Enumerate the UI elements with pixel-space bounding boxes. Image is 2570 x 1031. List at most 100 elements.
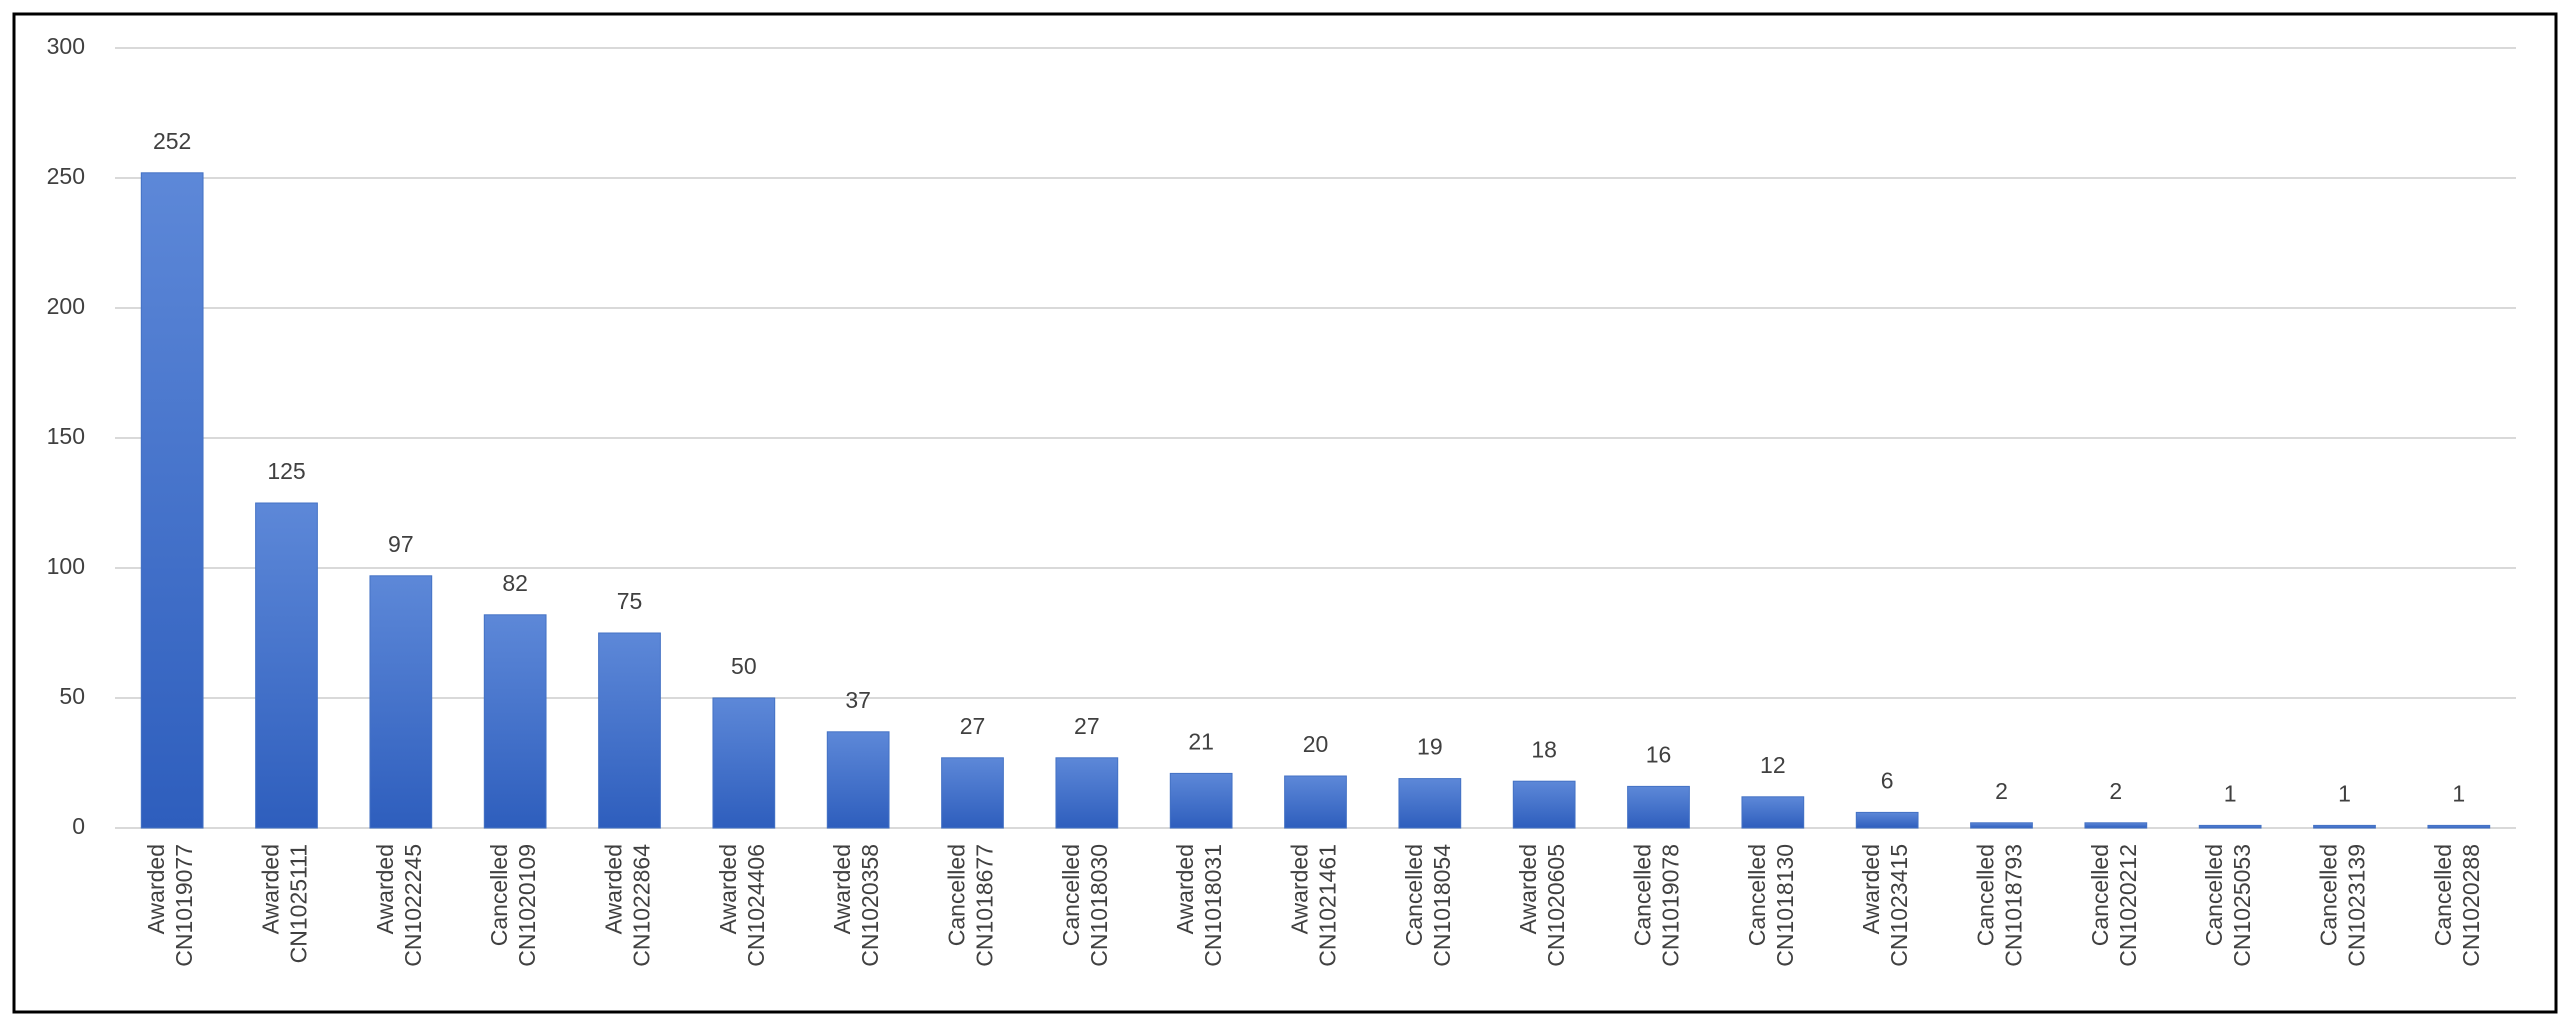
x-tick-label: Awarded CN1024406 bbox=[715, 844, 769, 967]
x-tick-label: Cancelled CN1025053 bbox=[2201, 844, 2255, 967]
x-tick-label-line: Cancelled bbox=[2430, 844, 2456, 946]
data-label: 18 bbox=[1531, 736, 1557, 762]
data-label: 82 bbox=[502, 570, 528, 596]
bar bbox=[1855, 811, 1919, 829]
x-tick-label: Cancelled CN1019078 bbox=[1630, 844, 1684, 967]
x-tick-label: Cancelled CN1018677 bbox=[944, 844, 998, 967]
x-tick-label-line: CN1018054 bbox=[1429, 844, 1455, 967]
x-tick-label-line: Cancelled bbox=[1744, 844, 1770, 946]
y-tick-label: 200 bbox=[47, 293, 85, 319]
data-label: 12 bbox=[1760, 752, 1786, 778]
bar bbox=[255, 502, 318, 829]
bar bbox=[941, 757, 1004, 829]
bar bbox=[1741, 796, 1805, 829]
data-label: 2 bbox=[2109, 778, 2122, 804]
x-tick-label-line: CN1021461 bbox=[1315, 844, 1341, 967]
y-tick-label: 250 bbox=[47, 163, 85, 189]
bar bbox=[1398, 778, 1462, 829]
x-tick-label-line: CN1025111 bbox=[286, 844, 312, 963]
x-tick-label-line: CN1022864 bbox=[629, 844, 655, 967]
x-tick-label-line: CN1025053 bbox=[2229, 844, 2255, 967]
x-tick-label: Cancelled CN1018030 bbox=[1058, 844, 1112, 967]
x-tick-label-line: Awarded bbox=[601, 844, 627, 934]
x-tick-label-line: CN1023139 bbox=[2344, 844, 2370, 967]
x-tick-label: Awarded CN1022245 bbox=[372, 844, 426, 967]
bar bbox=[2313, 824, 2376, 829]
bar bbox=[1284, 775, 1347, 829]
data-label: 6 bbox=[1881, 767, 1894, 793]
data-label: 27 bbox=[960, 713, 986, 739]
y-tick-label: 300 bbox=[47, 33, 85, 59]
x-tick-label-line: CN1022245 bbox=[400, 844, 426, 967]
x-tick-label: Awarded CN1020358 bbox=[829, 844, 883, 967]
data-label: 75 bbox=[617, 588, 643, 614]
bar bbox=[826, 731, 890, 829]
x-tick-label-line: CN1020109 bbox=[514, 844, 540, 967]
x-tick-label-line: Awarded bbox=[1515, 844, 1541, 934]
y-tick-label: 50 bbox=[59, 683, 85, 709]
bar bbox=[369, 575, 433, 829]
x-tick-label-line: Awarded bbox=[715, 844, 741, 934]
data-label: 27 bbox=[1074, 713, 1100, 739]
x-tick-label: Cancelled CN1020212 bbox=[2087, 844, 2141, 967]
frame bbox=[12, 12, 2558, 1014]
x-tick-label: Awarded CN1021461 bbox=[1287, 844, 1341, 967]
data-label: 1 bbox=[2452, 780, 2465, 806]
x-tick-label-line: Awarded bbox=[1858, 844, 1884, 934]
x-tick-label-line: CN1018130 bbox=[1772, 844, 1798, 967]
data-label: 21 bbox=[1188, 728, 1214, 754]
data-label: 97 bbox=[388, 531, 414, 557]
data-label: 252 bbox=[153, 128, 191, 154]
bar bbox=[2084, 822, 2148, 829]
x-tick-label-line: CN1020358 bbox=[857, 844, 883, 967]
x-tick-label: Awarded CN1019077 bbox=[143, 844, 197, 967]
x-tick-label: Cancelled CN1018054 bbox=[1401, 844, 1455, 967]
data-label: 19 bbox=[1417, 734, 1443, 760]
x-tick-label-line: Cancelled bbox=[1630, 844, 1656, 946]
bar bbox=[1627, 785, 1690, 829]
bar bbox=[712, 697, 776, 829]
x-tick-label-line: Cancelled bbox=[1401, 844, 1427, 946]
data-label: 37 bbox=[845, 687, 871, 713]
y-tick-label: 150 bbox=[47, 423, 85, 449]
x-tick-label-line: Cancelled bbox=[1973, 844, 1999, 946]
data-label: 50 bbox=[731, 653, 757, 679]
x-tick-label: Awarded CN1022864 bbox=[601, 844, 655, 967]
x-tick-label-line: CN1018677 bbox=[972, 844, 998, 967]
x-tick-label-line: CN1020605 bbox=[1543, 844, 1569, 967]
x-tick-label: Awarded CN1023415 bbox=[1858, 844, 1912, 967]
bar bbox=[2427, 824, 2491, 829]
x-tick-label-line: Awarded bbox=[1287, 844, 1313, 934]
x-tick-label-line: CN1024406 bbox=[743, 844, 769, 967]
x-tick-label-line: Cancelled bbox=[944, 844, 970, 946]
data-label: 16 bbox=[1646, 741, 1672, 767]
x-tick-label-line: Cancelled bbox=[1058, 844, 1084, 946]
data-label: 20 bbox=[1303, 731, 1329, 757]
x-tick-label-line: Cancelled bbox=[2201, 844, 2227, 946]
bar bbox=[1169, 772, 1233, 829]
x-tick-label-line: Awarded bbox=[143, 844, 169, 934]
x-tick-label-line: CN1023415 bbox=[1886, 844, 1912, 967]
x-tick-label: Awarded CN1020605 bbox=[1515, 844, 1569, 967]
x-tick-label-line: CN1018031 bbox=[1200, 844, 1226, 967]
x-tick-label-line: Awarded bbox=[372, 844, 398, 934]
data-label: 125 bbox=[267, 458, 305, 484]
bar bbox=[1970, 822, 2033, 829]
x-tick-label: Cancelled CN1023139 bbox=[2316, 844, 2370, 967]
x-tick-label: Awarded CN1025111 bbox=[258, 844, 312, 963]
data-label: 2 bbox=[1995, 778, 2008, 804]
x-tick-label-line: CN1020288 bbox=[2458, 844, 2484, 967]
x-tick-label-line: Cancelled bbox=[486, 844, 512, 946]
x-tick-label-line: CN1018030 bbox=[1086, 844, 1112, 967]
x-tick-label: Cancelled CN1018793 bbox=[1973, 844, 2027, 967]
bar bbox=[1055, 757, 1119, 829]
bar bbox=[483, 614, 547, 829]
data-label: 1 bbox=[2338, 780, 2351, 806]
x-tick-label-line: CN1019078 bbox=[1658, 844, 1684, 967]
data-label: 1 bbox=[2224, 780, 2237, 806]
x-tick-label: Cancelled CN1020109 bbox=[486, 844, 540, 967]
x-tick-label-line: CN1019077 bbox=[171, 844, 197, 967]
x-tick-label-line: Awarded bbox=[1172, 844, 1198, 934]
